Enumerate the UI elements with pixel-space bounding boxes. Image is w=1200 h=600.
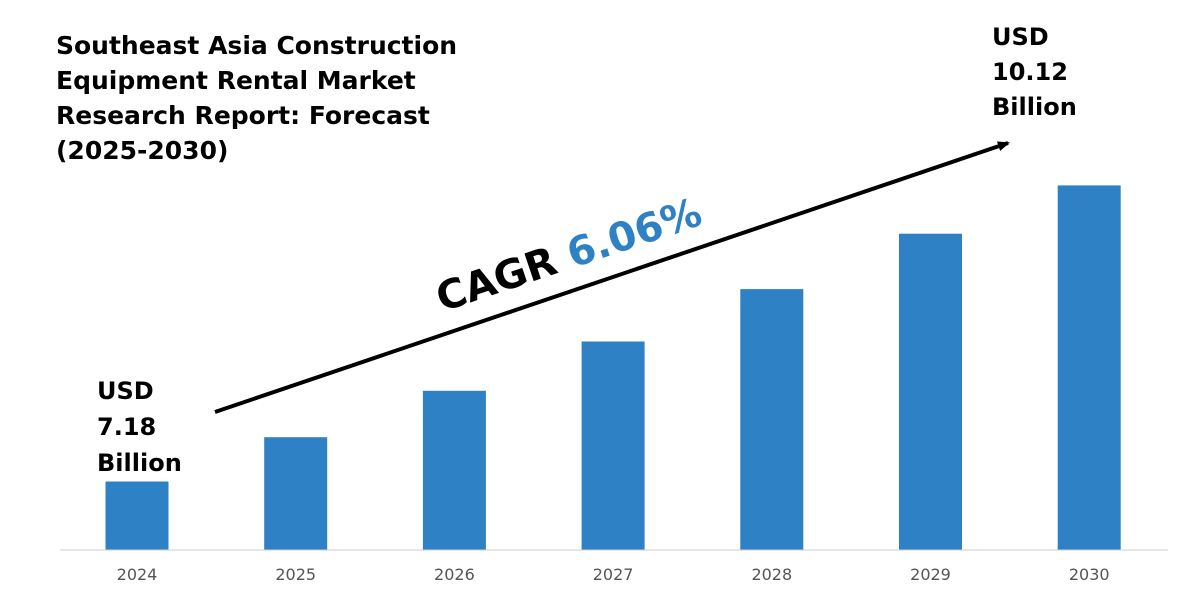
- bar-2029: [899, 233, 962, 550]
- x-tick-label-2025: 2025: [275, 565, 316, 584]
- bar-2026: [422, 390, 486, 550]
- chart-title: Southeast Asia Construction Equipment Re…: [56, 31, 462, 165]
- bar-2025: [264, 437, 328, 550]
- bar-2028: [740, 289, 804, 550]
- end-value-line-3: Billion: [992, 93, 1077, 121]
- start-value-line-1: USD: [97, 377, 154, 405]
- chart-title-line-3: Research Report: Forecast: [56, 101, 430, 130]
- chart-title-line-1: Southeast Asia Construction: [56, 31, 457, 60]
- x-tick-label-2029: 2029: [910, 565, 951, 584]
- start-value-label: USD 7.18 Billion: [97, 377, 182, 477]
- end-value-line-1: USD: [992, 23, 1049, 51]
- chart-title-line-2: Equipment Rental Market: [56, 66, 416, 95]
- cagr-annotation: CAGR 6.06%: [431, 190, 708, 322]
- bar-2027: [581, 341, 645, 550]
- chart-title-line-4: (2025-2030): [56, 136, 228, 165]
- x-tick-label-2027: 2027: [593, 565, 634, 584]
- cagr-arrow: [214, 141, 1010, 414]
- bars-group: [105, 185, 1121, 550]
- start-value-line-3: Billion: [97, 449, 182, 477]
- x-tick-label-2026: 2026: [434, 565, 475, 584]
- end-value-line-2: 10.12: [992, 58, 1068, 86]
- bar-2030: [1057, 185, 1121, 550]
- cagr-value: 6.06%: [561, 190, 707, 278]
- end-value-label: USD 10.12 Billion: [992, 23, 1077, 121]
- bar-2024: [105, 481, 169, 550]
- x-tick-label-2028: 2028: [751, 565, 792, 584]
- cagr-label: CAGR: [431, 238, 563, 321]
- x-tick-label-2030: 2030: [1069, 565, 1110, 584]
- x-tick-labels: 2024 2025 2026 2027 2028 2029 2030: [117, 565, 1110, 584]
- start-value-line-2: 7.18: [97, 413, 156, 441]
- x-tick-label-2024: 2024: [117, 565, 158, 584]
